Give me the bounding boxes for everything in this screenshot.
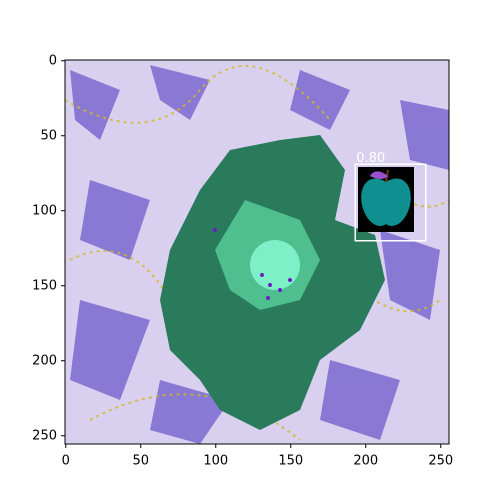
- x-tick-label: 150: [278, 454, 303, 469]
- detection-box: [354, 163, 427, 242]
- y-tick-label: 0: [49, 53, 57, 68]
- y-tick-label: 50: [40, 128, 57, 143]
- y-tick-label: 150: [32, 278, 57, 293]
- detection-label: 0.80: [356, 151, 385, 166]
- y-tick-label: 200: [32, 353, 57, 368]
- x-tick-label: 200: [353, 454, 378, 469]
- x-tick-label: 0: [62, 454, 70, 469]
- y-tick-label: 250: [32, 428, 57, 443]
- y-tick-label: 100: [32, 203, 57, 218]
- image: [65, 60, 449, 444]
- x-tick-label: 250: [428, 454, 453, 469]
- x-tick-label: 50: [132, 454, 149, 469]
- x-tick-label: 100: [203, 454, 228, 469]
- axes-frame: [64, 59, 450, 445]
